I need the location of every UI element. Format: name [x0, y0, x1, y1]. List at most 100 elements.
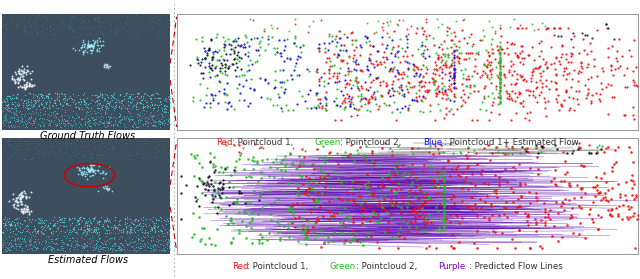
Point	[242, 69, 252, 74]
Point	[152, 113, 163, 117]
Point	[12, 113, 22, 117]
Point	[531, 145, 541, 150]
Point	[72, 243, 82, 248]
Point	[433, 182, 443, 186]
Point	[164, 226, 175, 230]
Point	[340, 238, 351, 242]
Point	[90, 40, 100, 44]
Point	[439, 198, 449, 203]
Point	[492, 44, 502, 49]
Point	[532, 167, 543, 172]
Point	[275, 238, 285, 243]
Point	[60, 92, 70, 97]
Point	[359, 153, 369, 158]
Point	[397, 195, 407, 199]
Point	[124, 24, 134, 29]
Point	[495, 84, 505, 89]
Point	[626, 205, 636, 209]
Point	[36, 216, 46, 221]
Point	[111, 97, 121, 101]
Point	[74, 219, 84, 223]
Point	[21, 118, 31, 123]
Point	[451, 19, 461, 24]
Point	[115, 114, 125, 118]
Point	[99, 220, 109, 224]
Point	[333, 53, 344, 57]
Point	[595, 189, 605, 194]
Point	[439, 197, 449, 201]
Point	[283, 225, 293, 230]
Point	[390, 118, 401, 123]
Point	[33, 241, 44, 245]
Point	[348, 227, 358, 232]
Point	[512, 205, 522, 210]
Point	[90, 118, 100, 122]
Point	[148, 118, 158, 122]
Point	[161, 221, 172, 226]
Point	[446, 107, 456, 111]
Point	[11, 117, 21, 121]
Point	[87, 48, 97, 53]
Point	[17, 194, 28, 199]
Point	[62, 113, 72, 117]
Point	[35, 101, 45, 106]
Point	[17, 222, 27, 226]
Point	[536, 39, 546, 44]
Point	[495, 81, 505, 86]
Point	[397, 174, 407, 178]
Point	[339, 240, 349, 245]
Point	[22, 102, 33, 107]
Point	[79, 98, 90, 102]
Point	[419, 217, 429, 222]
Point	[22, 124, 32, 129]
Point	[74, 24, 84, 29]
Point	[337, 231, 348, 236]
Point	[52, 248, 62, 252]
Point	[87, 234, 97, 239]
Point	[428, 77, 438, 81]
Point	[117, 98, 127, 102]
Point	[379, 101, 389, 105]
Point	[224, 203, 234, 207]
Point	[200, 56, 211, 61]
Point	[629, 197, 639, 201]
Point	[60, 123, 70, 128]
Point	[60, 216, 70, 220]
Point	[90, 229, 100, 233]
Point	[72, 222, 83, 226]
Point	[46, 247, 56, 251]
Point	[506, 64, 516, 68]
Point	[95, 243, 105, 248]
Point	[424, 211, 435, 216]
Point	[43, 112, 53, 117]
Point	[39, 218, 49, 223]
Point	[110, 225, 120, 229]
Point	[394, 18, 404, 22]
Point	[115, 248, 125, 252]
Point	[366, 165, 376, 170]
Point	[344, 69, 354, 73]
Point	[432, 179, 442, 183]
Point	[516, 101, 526, 105]
Point	[38, 230, 48, 235]
Point	[147, 219, 157, 223]
Point	[591, 74, 602, 79]
Point	[230, 56, 240, 60]
Point	[11, 108, 21, 112]
Point	[479, 181, 489, 185]
Point	[362, 218, 372, 223]
Point	[439, 170, 449, 174]
Point	[387, 60, 397, 64]
Point	[22, 247, 32, 251]
Point	[12, 13, 22, 18]
Point	[69, 227, 79, 231]
Point	[44, 121, 54, 125]
Point	[49, 118, 59, 122]
Point	[551, 87, 561, 92]
Point	[324, 151, 334, 155]
Point	[40, 228, 50, 232]
Point	[495, 64, 505, 69]
Point	[30, 93, 40, 97]
Point	[577, 186, 587, 191]
Point	[4, 199, 14, 203]
